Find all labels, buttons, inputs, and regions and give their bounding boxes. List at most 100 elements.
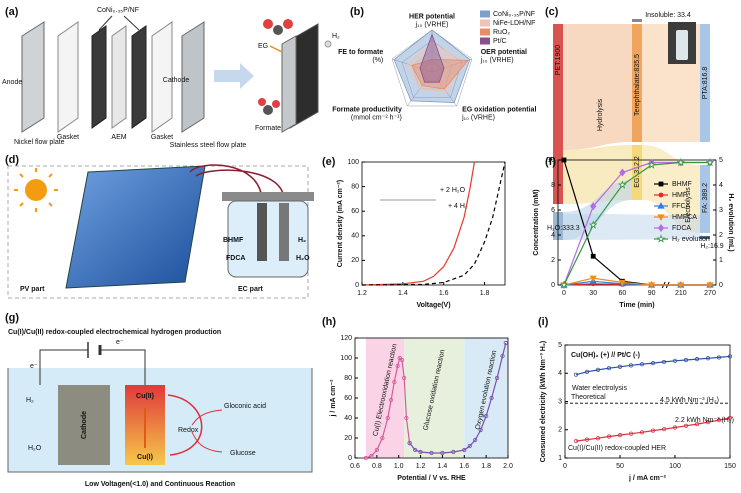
marker <box>395 363 400 369</box>
marker <box>619 168 626 177</box>
pointer <box>123 15 140 31</box>
wire <box>39 349 146 385</box>
label: Cu(II) <box>136 393 154 400</box>
marker <box>584 437 590 442</box>
marker <box>727 354 733 359</box>
arrow <box>214 63 254 89</box>
x-axis-label: Voltage(V) <box>416 302 450 309</box>
label: e⁻ <box>30 363 38 370</box>
marker <box>677 282 685 289</box>
label: H₂ <box>332 33 340 40</box>
marker <box>628 363 634 368</box>
marker <box>467 443 472 449</box>
legend-label: H₂ evolution <box>672 236 710 243</box>
marker <box>618 279 626 287</box>
series-line <box>409 342 507 454</box>
marker <box>413 447 418 453</box>
x-tick-label: 0.6 <box>350 463 360 470</box>
plate <box>91 25 107 129</box>
y-tick-label: 80 <box>344 375 352 382</box>
marker <box>573 438 579 444</box>
y-tick-label: 40 <box>344 415 352 422</box>
radar-axis-unit: j₁₀ (VRHE) <box>480 57 514 64</box>
label: Nickel flow plate <box>14 139 65 146</box>
x-tick-label: 100 <box>669 463 681 470</box>
label: Gloconic acid <box>224 403 266 410</box>
panel-label: (h) <box>322 316 336 328</box>
marker <box>595 436 601 441</box>
marker <box>672 358 678 363</box>
marker <box>705 420 711 425</box>
y-tick-label: 80 <box>351 183 359 190</box>
panel-label: (d) <box>5 154 19 166</box>
y-tick-label: 6 <box>551 207 555 214</box>
label: AEM <box>111 134 126 141</box>
subtitle: Cu(OH)₂ (+) // Pt/C (-) <box>571 352 640 359</box>
x-tick-label: 2.0 <box>503 463 513 470</box>
radar-axis-unit: j₁₀ (VRHE) <box>415 22 449 29</box>
y2-tick-label: 3 <box>719 207 723 214</box>
label: Cathode <box>163 77 190 84</box>
marker <box>716 418 722 423</box>
series-line <box>563 161 710 286</box>
node <box>632 24 642 142</box>
x-axis-label: Time (min) <box>619 302 654 309</box>
panel-label: (i) <box>538 316 549 328</box>
pv-panel <box>65 165 206 289</box>
label: Hydrolysis <box>597 98 604 131</box>
y-tick-label: 1 <box>558 455 562 462</box>
label: Electrolysis <box>685 187 692 223</box>
marker <box>639 430 645 435</box>
x-tick-label: 0.8 <box>372 463 382 470</box>
marker <box>656 234 666 243</box>
marker <box>590 202 597 211</box>
marker <box>661 427 667 432</box>
sun <box>25 179 47 201</box>
x-tick-label: 1.6 <box>459 463 469 470</box>
radar-axis-label: OER potential <box>481 49 527 56</box>
marker <box>595 367 601 372</box>
legend-label: FDCA <box>672 225 691 232</box>
radar-axis-label: Formate productivity <box>332 106 402 113</box>
x-tick-label: 150 <box>724 463 736 470</box>
label: FDCA <box>226 255 245 262</box>
label: e⁻ <box>116 339 124 346</box>
series-line <box>365 356 411 459</box>
label: H₂O:333.3 <box>547 225 580 232</box>
series-line <box>361 161 506 286</box>
marker <box>661 359 667 365</box>
marker <box>478 427 483 433</box>
panel-label: (f) <box>545 156 556 168</box>
series-line <box>361 161 475 286</box>
radar-axis-unit: (mmol cm⁻² h⁻¹) <box>351 114 402 121</box>
series-label: Water electrolysis <box>572 385 627 392</box>
node <box>632 19 642 22</box>
marker <box>706 282 714 289</box>
x-tick-label: 1.6 <box>439 290 449 297</box>
x-tick-label: 1.4 <box>398 290 408 297</box>
marker <box>657 214 665 221</box>
y2-tick-label: 4 <box>719 182 723 189</box>
series-line <box>575 355 731 376</box>
radar-grid <box>411 50 453 90</box>
marker <box>617 364 623 369</box>
y-tick-label: 3 <box>558 398 562 405</box>
region <box>464 338 508 458</box>
beaker-cap <box>222 192 314 201</box>
label: PTA:816.8 <box>702 67 709 100</box>
radar-axis-unit: j₁₀ (VRHE) <box>461 114 495 121</box>
x-tick-label: 1.0 <box>394 463 404 470</box>
y-axis-label: Current density (mA cm⁻²) <box>337 180 344 267</box>
marker <box>694 421 700 427</box>
marker <box>573 372 579 377</box>
y-tick-label: 8 <box>551 182 555 189</box>
marker <box>683 423 689 428</box>
marker <box>647 160 656 169</box>
marker <box>385 415 390 421</box>
y2-tick-label: 0 <box>719 282 723 289</box>
label: CoNi₀.₃₅P/NF <box>97 7 139 14</box>
y-tick-label: 100 <box>347 159 359 166</box>
y-axis-label: j / mA cm⁻² <box>330 379 337 418</box>
